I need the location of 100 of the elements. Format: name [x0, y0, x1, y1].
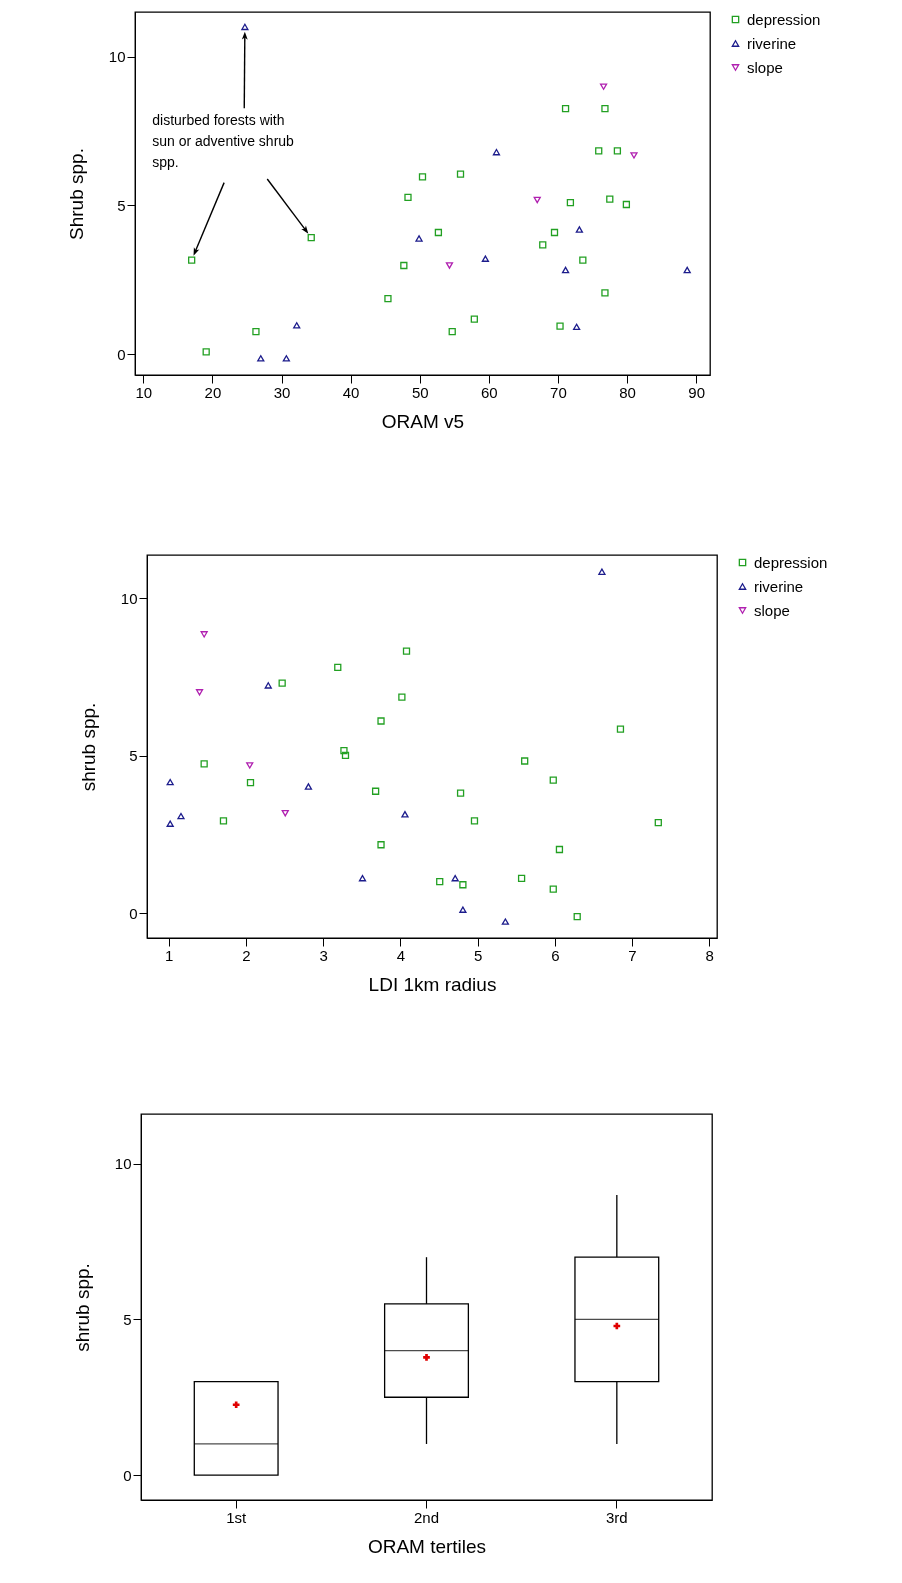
- x-tick-label: 50: [411, 383, 429, 401]
- x-tick-label: 90: [688, 383, 706, 401]
- point: [598, 568, 606, 575]
- legend-label: depression: [747, 10, 821, 28]
- point: [404, 193, 412, 202]
- point: [252, 327, 260, 336]
- y-tick-label: 10: [114, 1155, 132, 1173]
- point: [561, 105, 570, 113]
- point: [282, 355, 290, 362]
- point: [613, 147, 622, 155]
- point: [400, 261, 408, 270]
- legend-label: riverine: [747, 34, 797, 52]
- x-tick-label: 2nd: [413, 1508, 440, 1526]
- point: [401, 810, 409, 818]
- point: [456, 170, 465, 178]
- y-tick-label: 5: [117, 196, 126, 214]
- y-tick-label: 0: [129, 904, 138, 922]
- point: [423, 1354, 430, 1361]
- y-tick-label: 0: [117, 345, 126, 363]
- point: [257, 355, 265, 362]
- point: [434, 228, 443, 237]
- point: [595, 147, 603, 155]
- point: [358, 874, 367, 882]
- x-tick-label: 8: [705, 946, 714, 964]
- x-tick-label: 1st: [226, 1508, 247, 1526]
- y-axis-title: shrub spp.: [71, 1263, 93, 1352]
- point: [402, 647, 411, 655]
- point: [384, 294, 392, 303]
- point: [445, 262, 454, 269]
- point: [539, 241, 547, 249]
- x-tick-label: 7: [628, 946, 637, 964]
- x-tick-label: 5: [473, 946, 483, 964]
- point: [517, 874, 526, 883]
- point: [398, 693, 406, 701]
- point: [340, 746, 348, 755]
- y-tick-label: 0: [123, 1466, 132, 1484]
- x-axis-title: ORAM tertiles: [367, 1535, 487, 1557]
- point: [521, 757, 529, 765]
- point: [606, 195, 614, 203]
- point: [601, 289, 609, 297]
- point: [561, 266, 570, 274]
- point: [334, 663, 342, 672]
- x-tick-label: 3rd: [605, 1508, 628, 1526]
- y-tick-label: 5: [123, 1310, 132, 1328]
- point: [415, 235, 423, 242]
- x-tick-label: 80: [619, 383, 636, 401]
- x-axis-title: ORAM v5: [381, 410, 465, 432]
- point: [549, 885, 557, 893]
- y-tick-label: 10: [120, 589, 138, 607]
- point: [630, 152, 638, 159]
- point: [470, 315, 478, 323]
- point: [481, 255, 490, 262]
- x-axis-title: LDI 1km radius: [368, 973, 497, 995]
- point: [281, 810, 289, 817]
- point: [200, 760, 208, 768]
- x-tick-label: 70: [550, 383, 567, 401]
- point: [470, 817, 479, 825]
- point: [549, 776, 557, 784]
- y-axis-title: Shrub spp.: [65, 148, 87, 240]
- x-tick-label: 1: [164, 946, 174, 964]
- point: [304, 783, 313, 790]
- point: [599, 83, 608, 90]
- legend-label: slope: [754, 601, 790, 619]
- point: [459, 881, 467, 889]
- point: [613, 1322, 621, 1330]
- point: [278, 679, 286, 687]
- point: [232, 1401, 240, 1409]
- point: [579, 256, 587, 264]
- point: [622, 200, 631, 209]
- legend-label: depression: [754, 553, 828, 571]
- point: [293, 322, 301, 329]
- x-tick-label: 60: [481, 383, 498, 401]
- annotation: disturbed forests with sun or adventive shrub spp.: [152, 111, 295, 170]
- point: [654, 819, 662, 827]
- point: [188, 256, 196, 264]
- y-tick-label: 10: [108, 48, 126, 66]
- point: [501, 918, 510, 925]
- point: [246, 762, 254, 769]
- point: [177, 812, 185, 820]
- point: [202, 348, 210, 356]
- point: [556, 322, 564, 330]
- x-tick-label: 20: [204, 383, 222, 401]
- point: [566, 199, 575, 207]
- point: [575, 226, 584, 233]
- point: [601, 105, 609, 113]
- point: [219, 817, 228, 825]
- point: [456, 789, 465, 797]
- y-tick-label: 5: [129, 747, 138, 765]
- x-tick-label: 4: [396, 946, 406, 964]
- point: [377, 841, 385, 849]
- point: [377, 717, 385, 725]
- point: [616, 725, 625, 733]
- legend-label: riverine: [754, 577, 804, 595]
- point: [573, 912, 581, 921]
- x-tick-label: 40: [342, 383, 360, 401]
- point: [241, 23, 249, 31]
- point: [572, 323, 581, 331]
- point: [200, 631, 208, 638]
- point: [436, 877, 444, 886]
- point: [307, 233, 315, 242]
